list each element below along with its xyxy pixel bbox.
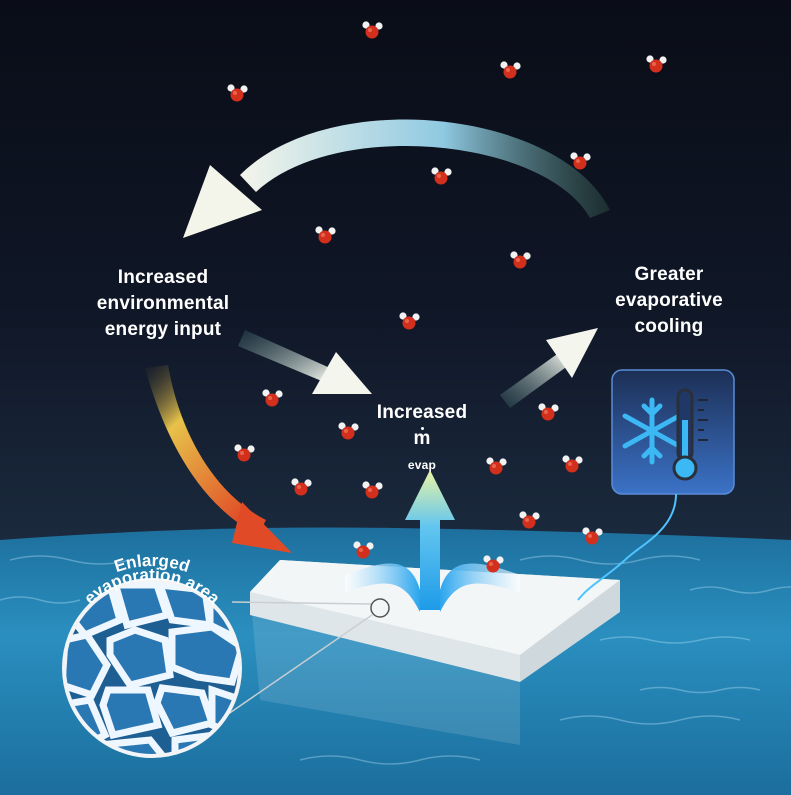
energy-input-arrow-head (232, 502, 292, 553)
top-return-arrow (240, 119, 610, 218)
mdot-subscript: evap (407, 458, 437, 472)
environmental-energy-label: Increased environmental energy input (78, 265, 248, 343)
enlarged-area-magnifier: Enlarged evaporation area (62, 551, 390, 758)
evaporative-cooling-label: Greater evaporative cooling (604, 262, 734, 340)
cool-label-line1: Greater (634, 264, 704, 285)
cool-label-line3: cooling (634, 316, 704, 337)
inc-label-line1: Increased (376, 402, 468, 423)
thermometer-lead (577, 493, 677, 601)
energy-input-arrow (145, 365, 266, 535)
evap-to-cooling-arrow (500, 352, 569, 408)
input-to-evap-arrow-head (312, 352, 372, 394)
env-label-line3: energy input (104, 319, 222, 340)
env-label-line2: environmental (96, 293, 230, 314)
cool-label-line2: evaporative (615, 290, 723, 311)
mdot-symbol: m (413, 426, 430, 452)
mdot-label: m evap (352, 426, 492, 478)
increased-evap-rate-label: Increased m evap (352, 400, 492, 478)
evaporation-flow (345, 470, 520, 612)
top-return-arrow-head (183, 165, 262, 238)
snowflake-thermometer-icon (611, 369, 735, 495)
env-label-line1: Increased (117, 267, 209, 288)
water-ripples (0, 555, 791, 765)
evap-to-cooling-arrow-head (546, 328, 598, 378)
input-to-evap-arrow (238, 330, 330, 382)
